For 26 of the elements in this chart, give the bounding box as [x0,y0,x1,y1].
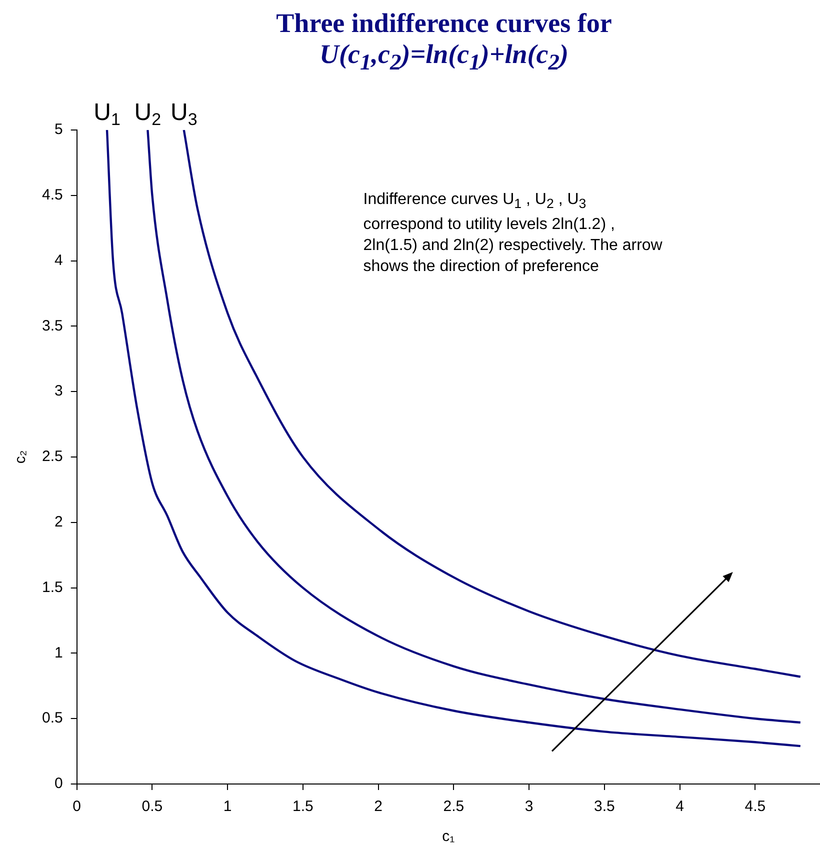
y-tick-label: 1 [54,644,63,662]
y-tick-label: 4.5 [42,186,63,204]
x-tick-label: 3 [524,798,534,816]
y-tick-label: 1.5 [42,578,63,596]
x-tick-label: 1.5 [292,798,314,816]
x-tick-label: 4 [676,798,684,816]
y-tick-label: 3 [54,382,63,400]
y-axis-title: c₂ [12,450,30,464]
y-tick-label: 0.5 [42,710,63,727]
text: Indifference curves U$_{1}$ , U$_{2}$ , U$_{3}$ correspond to utility levels 2ln(1.2) , 2ln(1.5) and 2ln(2) respectively. The arrow shows the direction of preference [363,190,662,276]
chart-title: Three indifference curves for [275,8,613,39]
y-tick-label: 0 [54,775,63,792]
y-tick-label: 2 [54,514,63,531]
y-tick-label: 4 [54,252,63,269]
x-tick-label: 3.5 [594,798,615,816]
x-tick-label: 4.5 [744,798,766,816]
x-tick-label: 0 [72,798,82,816]
x-tick-label: 1 [223,798,232,816]
text: U(c$_{1}$,c$_{2}$)=ln(c$_{1}$)+ln(c$_{2}$) [320,39,568,74]
x-tick-label: 0.5 [142,798,163,816]
x-tick-label: 2.5 [443,798,464,816]
y-tick-label: 2.5 [42,448,63,466]
x-axis-title: c₁ [442,828,455,846]
y-tick-label: 3.5 [42,317,63,334]
x-tick-label: 2 [374,798,383,816]
y-tick-label: 5 [54,121,63,138]
